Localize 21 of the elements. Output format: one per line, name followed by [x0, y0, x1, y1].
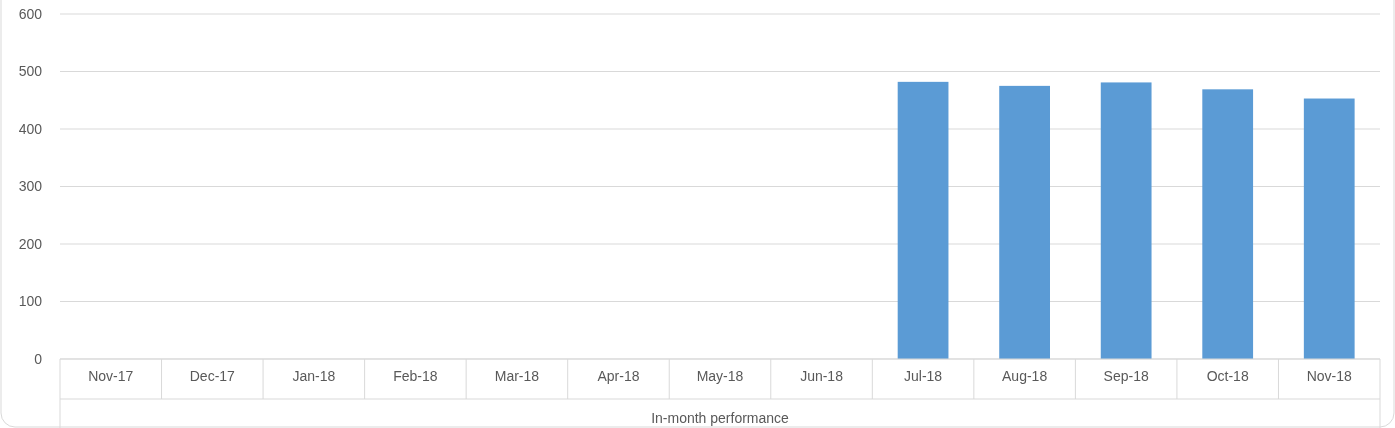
x-tick-label: Nov-18: [1306, 368, 1353, 384]
x-tick-label: Oct-18: [1206, 368, 1249, 384]
x-tick-label: Nov-17: [88, 368, 134, 384]
x-axis-title: In-month performance: [651, 410, 790, 426]
y-tick-label: 0: [34, 350, 43, 367]
x-tick-label: Sep-18: [1103, 368, 1149, 384]
x-tick-label: Jan-18: [292, 368, 336, 384]
y-tick-label: 300: [18, 178, 43, 195]
x-tick-label: Aug-18: [1002, 368, 1048, 384]
x-tick-label: Dec-17: [189, 368, 236, 384]
x-tick-label: Apr-18: [597, 368, 640, 384]
x-tick-label: Jul-18: [904, 368, 943, 384]
y-tick-label: 100: [18, 293, 43, 310]
x-tick-label: Jun-18: [800, 368, 844, 384]
x-tick-label: May-18: [696, 368, 744, 384]
y-tick-label: 500: [18, 63, 43, 80]
y-tick-label: 400: [18, 120, 43, 137]
y-tick-label: 600: [18, 5, 43, 22]
y-tick-label: 200: [18, 235, 43, 252]
x-tick-label: Mar-18: [494, 368, 540, 384]
x-tick-label: Feb-18: [393, 368, 438, 384]
